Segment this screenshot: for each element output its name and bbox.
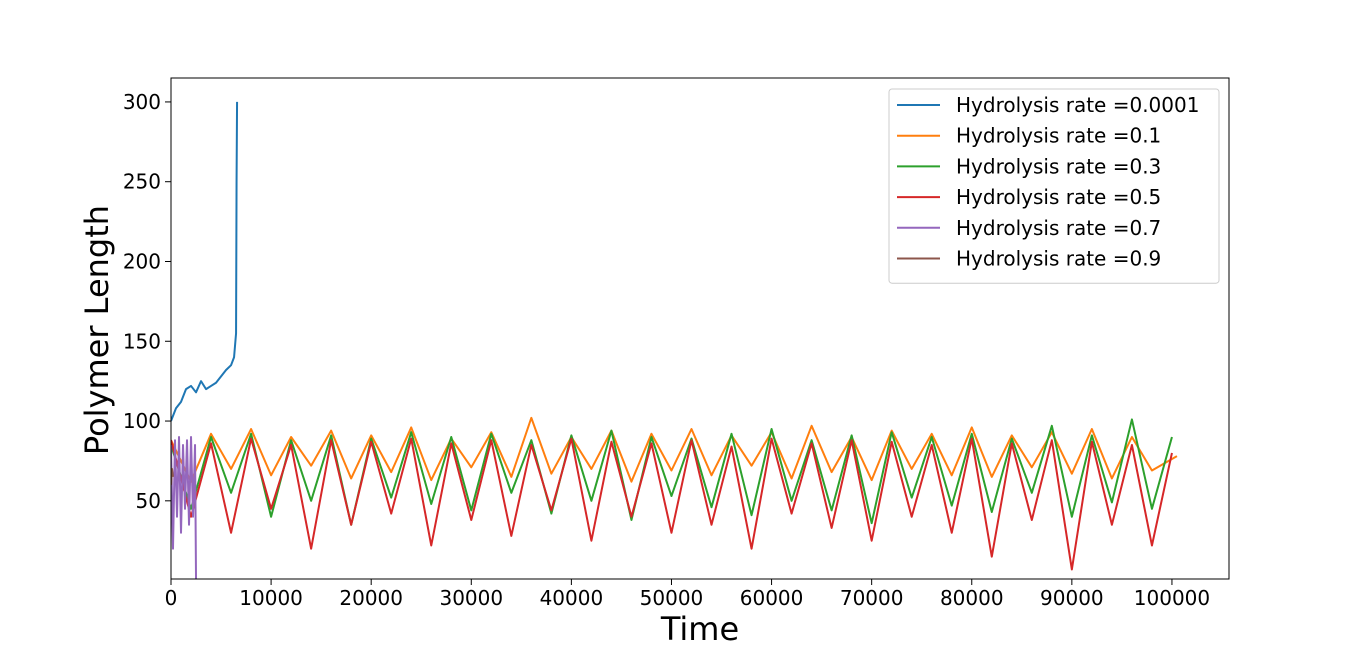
y-tick-label: 100 [123,409,161,433]
legend-label: Hydrolysis rate =0.1 [956,124,1161,148]
legend-label: Hydrolysis rate =0.0001 [956,93,1199,117]
x-tick-label: 60000 [740,586,804,610]
series-line [171,101,239,422]
legend-label: Hydrolysis rate =0.5 [956,185,1161,209]
series-line [171,437,1173,571]
series-line [171,416,1178,483]
series-line [171,418,1173,526]
legend-label: Hydrolysis rate =0.3 [956,154,1161,178]
y-tick-label: 300 [123,90,161,114]
x-tick-label: 10000 [239,586,303,610]
x-tick-label: 100000 [1134,586,1210,610]
x-tick-label: 70000 [840,586,904,610]
x-axis-title: Time [660,610,739,648]
y-tick-label: 150 [123,329,161,353]
plot-frame [170,77,1230,580]
x-tick-label: 20000 [339,586,403,610]
y-tick-label: 200 [123,249,161,273]
x-tick-label: 0 [165,586,178,610]
legend-label: Hydrolysis rate =0.7 [956,216,1161,240]
y-tick-label: 50 [136,489,161,513]
x-tick-label: 50000 [640,586,704,610]
legend-label: Hydrolysis rate =0.9 [956,247,1161,271]
series-line [171,436,198,579]
x-tick-label: 80000 [940,586,1004,610]
x-tick-label: 90000 [1040,586,1104,610]
y-tick-label: 250 [123,170,161,194]
x-tick-label: 30000 [439,586,503,610]
x-tick-label: 40000 [540,586,604,610]
y-axis-title: Polymer Length [78,205,116,455]
legend-box [888,88,1220,284]
